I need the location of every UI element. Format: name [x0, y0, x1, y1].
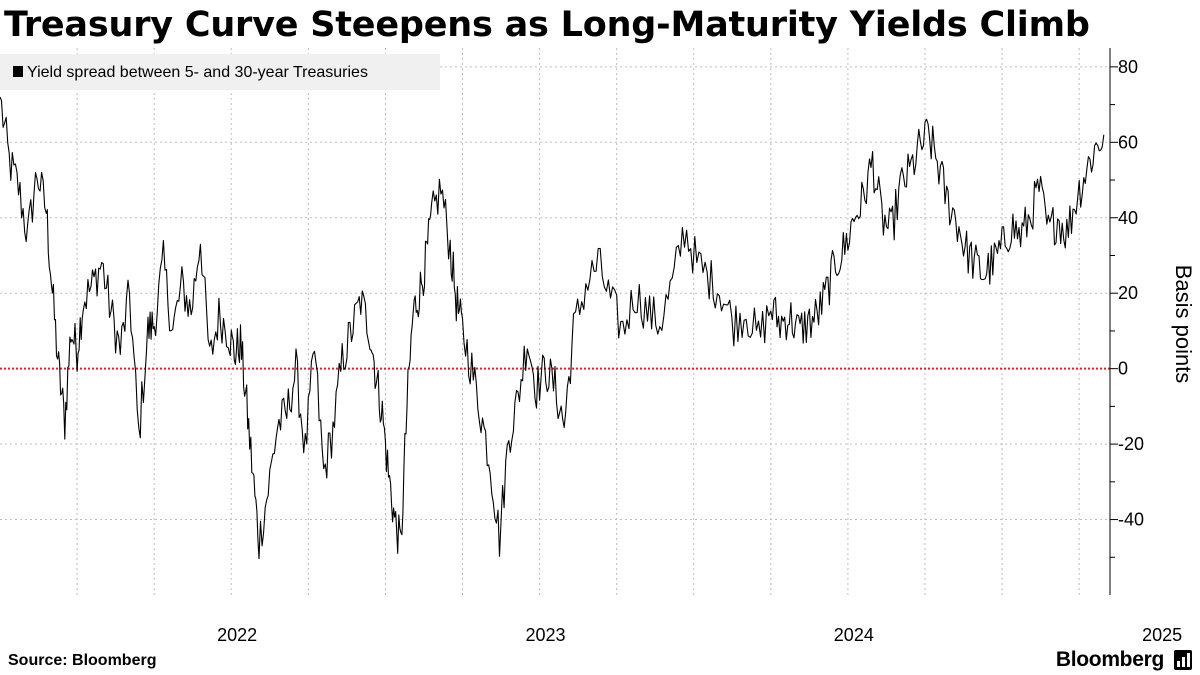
x-axis: 2022 2023 2024 2025 [217, 625, 1182, 645]
x-tick-label: 2022 [217, 625, 257, 645]
y-tick-label: 0 [1118, 359, 1128, 379]
series-layer [0, 96, 1105, 560]
chart-title: Treasury Curve Steepens as Long-Maturity… [4, 5, 1090, 45]
legend: Yield spread between 5- and 30-year Trea… [0, 54, 440, 90]
x-tick-label: 2025 [1142, 625, 1182, 645]
y-axis-label: Basis points [1171, 265, 1196, 384]
series-line-yield-spread [0, 96, 1105, 560]
y-tick-label: -40 [1118, 510, 1144, 530]
y-tick-label: 20 [1118, 283, 1138, 303]
source-note: Source: Bloomberg [8, 652, 157, 669]
y-tick-label: 40 [1118, 208, 1138, 228]
y-tick-label: 60 [1118, 132, 1138, 152]
brand-name: Bloomberg [1055, 648, 1164, 671]
x-tick-label: 2023 [525, 625, 565, 645]
x-tick-label: 2024 [834, 625, 874, 645]
bloomberg-logo-icon [1174, 650, 1192, 670]
y-axis: -40 -20 0 20 40 60 80 [1109, 48, 1144, 595]
legend-background [0, 54, 440, 90]
gridlines [0, 48, 1110, 595]
y-tick-label: -20 [1118, 434, 1144, 454]
legend-swatch [13, 66, 23, 77]
legend-label: Yield spread between 5- and 30-year Trea… [27, 64, 368, 81]
y-tick-label: 80 [1118, 57, 1138, 77]
